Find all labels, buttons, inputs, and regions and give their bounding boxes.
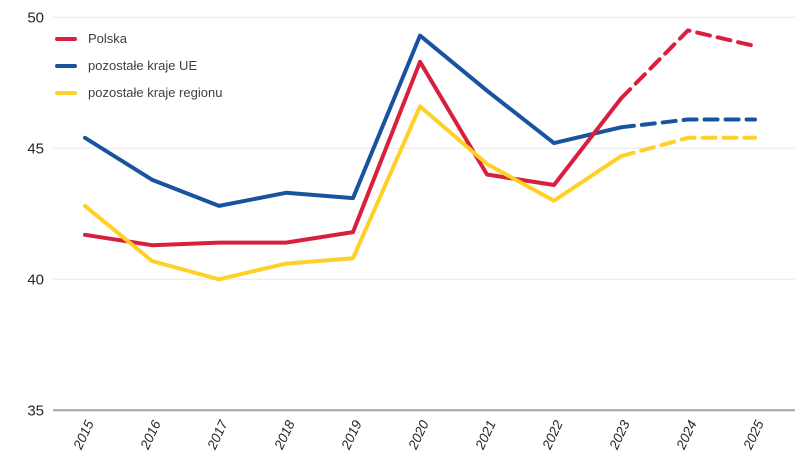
legend-item-polska: Polska <box>55 25 222 52</box>
x-tick-label: 2023 <box>606 417 633 452</box>
series-line-forecast-region <box>619 135 757 159</box>
series-line-solid-region <box>83 104 623 282</box>
x-tick-label: 2021 <box>472 418 499 452</box>
y-tick-label: 50 <box>27 9 44 26</box>
y-tick-label: 35 <box>27 402 44 419</box>
x-tick-label: 2016 <box>137 417 164 452</box>
legend: Polska pozostałe kraje UE pozostałe kraj… <box>55 25 222 106</box>
legend-swatch-pozostale-kraje-ue-icon <box>55 63 77 68</box>
x-tick-label: 2024 <box>673 418 700 452</box>
legend-swatch-polska-icon <box>55 36 77 41</box>
x-tick-label: 2018 <box>271 417 298 452</box>
legend-label-pozostale-kraje-ue: pozostałe kraje UE <box>88 58 198 73</box>
legend-swatch-pozostale-kraje-regionu-icon <box>55 90 77 95</box>
x-tick-label: 2022 <box>539 417 566 452</box>
x-tick-label: 2019 <box>338 417 365 452</box>
legend-item-pozostale-kraje-regionu: pozostałe kraje regionu <box>55 79 222 106</box>
series-line-forecast-polska <box>619 28 757 101</box>
x-tick-label: 2020 <box>405 417 432 452</box>
series-line-solid-ue <box>83 33 623 208</box>
series-line-solid-polska <box>83 59 623 248</box>
legend-label-polska: Polska <box>88 31 128 46</box>
legend-item-pozostale-kraje-ue: pozostałe kraje UE <box>55 52 222 79</box>
legend-label-pozostale-kraje-regionu: pozostałe kraje regionu <box>88 85 223 100</box>
x-tick-label: 2025 <box>740 417 767 452</box>
x-tick-label: 2015 <box>70 417 97 452</box>
y-tick-label: 40 <box>27 271 44 288</box>
series-line-forecast-ue <box>619 117 757 130</box>
x-tick-label: 2017 <box>204 417 231 452</box>
y-tick-label: 45 <box>27 140 44 157</box>
